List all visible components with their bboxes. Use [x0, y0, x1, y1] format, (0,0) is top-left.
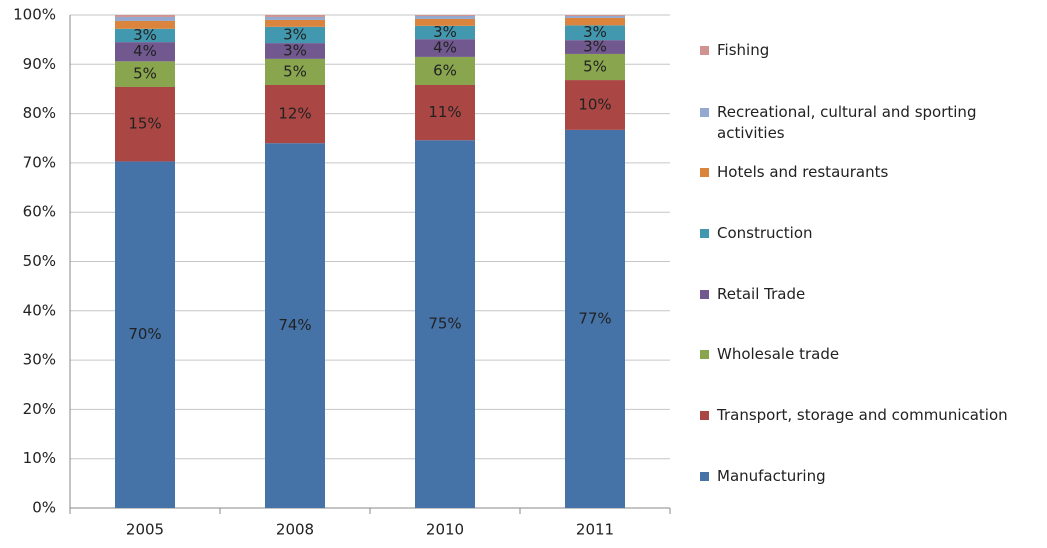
legend-label: Transport, storage and communication [717, 406, 1008, 424]
data-label: 6% [433, 61, 457, 79]
y-tick-label: 0% [32, 499, 56, 517]
bar-segment [565, 25, 625, 41]
bar-segment [265, 58, 325, 86]
data-label: 11% [428, 103, 461, 121]
y-tick-label: 50% [23, 252, 56, 270]
y-tick-label: 90% [23, 55, 56, 73]
bar-segment [115, 86, 175, 162]
data-label: 77% [578, 309, 611, 327]
data-label: 4% [133, 42, 157, 60]
data-label: 3% [133, 26, 157, 44]
legend-swatch [700, 290, 709, 299]
x-tick-label: 2011 [576, 521, 614, 539]
data-label: 5% [133, 65, 157, 83]
data-label: 70% [128, 325, 161, 343]
x-tick-label: 2005 [126, 521, 164, 539]
bar-segment [415, 85, 475, 141]
bar-segment [115, 161, 175, 508]
data-label: 3% [433, 23, 457, 41]
y-tick-label: 60% [23, 203, 56, 221]
legend-item: Hotels and restaurants [700, 162, 1017, 183]
data-label: 5% [283, 62, 307, 80]
bar-segment [565, 53, 625, 81]
bar-segment [115, 42, 175, 62]
legend-swatch [700, 411, 709, 420]
legend-label: Retail Trade [717, 285, 806, 303]
bar-segment [265, 26, 325, 44]
data-label: 75% [428, 315, 461, 333]
x-tick-label: 2010 [426, 521, 464, 539]
bar-segment [115, 28, 175, 43]
legend-item: Construction [700, 223, 1017, 244]
bar-segment [565, 15, 625, 18]
legend: Manufacturing Transport, storage and comm… [700, 0, 1040, 548]
legend-item: Recreational, cultural and sporting acti… [700, 102, 1017, 144]
legend-item: Fishing [700, 40, 1017, 61]
data-label: 3% [583, 23, 607, 41]
y-tick-label: 30% [23, 351, 56, 369]
data-label: 3% [583, 38, 607, 56]
bar-segment [415, 18, 475, 26]
bar-segment [415, 25, 475, 40]
data-label: 5% [583, 58, 607, 76]
legend-swatch [700, 168, 709, 177]
data-label: 10% [578, 95, 611, 113]
bar-segment [565, 129, 625, 508]
legend-label: Manufacturing [717, 467, 826, 485]
bar-segment [565, 40, 625, 54]
bar-segment [415, 39, 475, 57]
bar-segment [415, 56, 475, 86]
legend-swatch [700, 229, 709, 238]
bar-segment [565, 17, 625, 26]
legend-swatch [700, 108, 709, 117]
legend-label: Fishing [717, 41, 770, 59]
bar-segment [115, 16, 175, 21]
bar-segment [265, 143, 325, 508]
data-label: 74% [278, 316, 311, 334]
y-tick-label: 80% [23, 104, 56, 122]
legend-label: Recreational, cultural and sporting acti… [717, 103, 977, 142]
bar-segment [415, 15, 475, 16]
bar-segment [115, 61, 175, 87]
bar-segment [265, 16, 325, 20]
legend-label: Hotels and restaurants [717, 163, 889, 181]
bar-segment [415, 140, 475, 509]
plot: 0% 10% 20% 30% 40% 50% 60% 70% 80% 90% 100% 2005 70%… [13, 6, 671, 539]
y-tick-label: 40% [23, 301, 56, 319]
legend-item: Wholesale trade [700, 344, 1017, 365]
data-label: 3% [283, 41, 307, 59]
bar-segment [115, 15, 175, 17]
bar-segment [565, 80, 625, 130]
legend-label: Construction [717, 224, 813, 242]
legend-item: Manufacturing [700, 466, 1017, 487]
data-label: 3% [283, 25, 307, 43]
legend-label: Wholesale trade [717, 345, 840, 363]
data-label: 15% [128, 115, 161, 133]
legend-item: Retail Trade [700, 284, 1017, 305]
y-tick-label: 70% [23, 153, 56, 171]
bar-segment [265, 43, 325, 59]
y-tick-label: 20% [23, 400, 56, 418]
bar-segment [565, 15, 625, 16]
bar-segment [115, 20, 175, 29]
bar-segment [265, 19, 325, 27]
y-tick-label: 100% [13, 6, 56, 24]
legend-swatch [700, 472, 709, 481]
legend-item: Transport, storage and communication [700, 405, 1017, 426]
legend-swatch [700, 46, 709, 55]
bar-segment [415, 15, 475, 19]
legend-swatch [700, 350, 709, 359]
data-label: 4% [433, 39, 457, 57]
y-tick-label: 10% [23, 449, 56, 467]
data-label: 12% [278, 105, 311, 123]
bar-segment [265, 85, 325, 144]
x-tick-label: 2008 [276, 521, 314, 539]
bar-segment [265, 15, 325, 17]
